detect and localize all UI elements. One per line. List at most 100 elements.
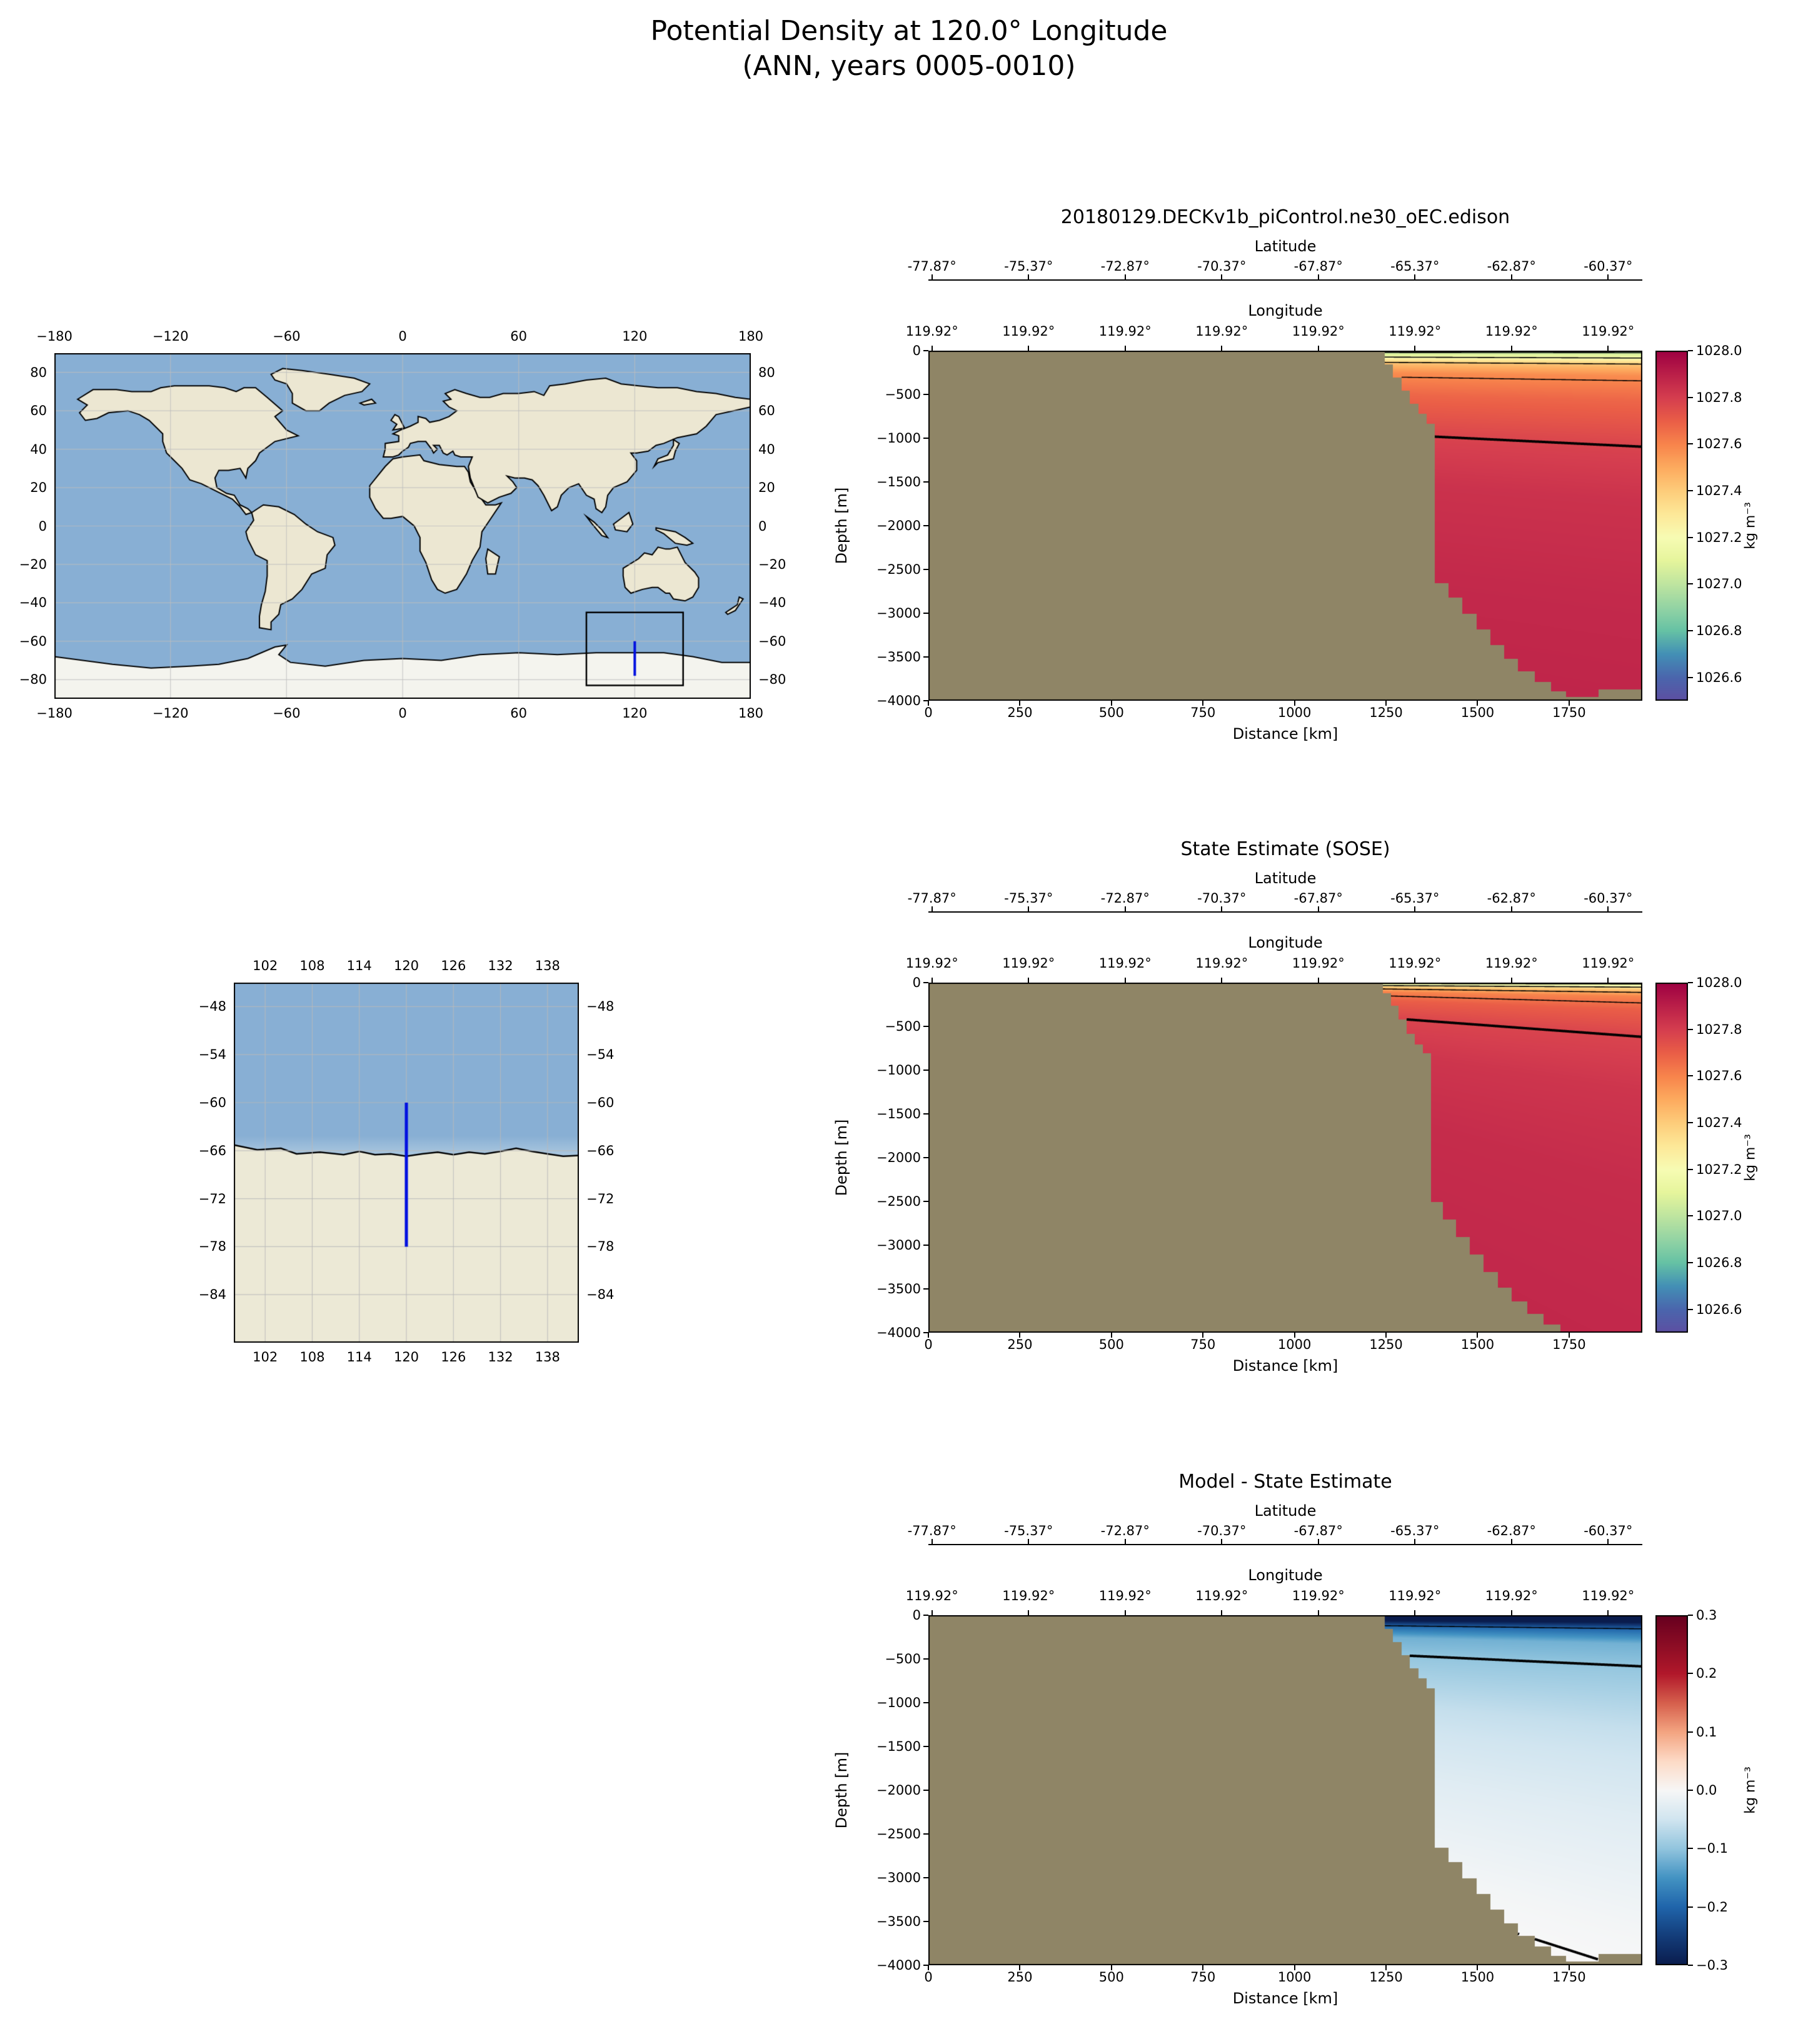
tick-mark bbox=[923, 1921, 928, 1922]
distance-axis-label: Distance [km] bbox=[1232, 1990, 1338, 2007]
tick-mark bbox=[1688, 1168, 1693, 1170]
tick-mark bbox=[1688, 443, 1693, 445]
tick-label: 60 bbox=[510, 706, 528, 721]
tick-mark bbox=[1293, 1333, 1295, 1338]
longitude-tick-marks bbox=[928, 346, 1642, 351]
tick-label: 1027.6 bbox=[1696, 436, 1742, 452]
tick-mark bbox=[1028, 906, 1030, 911]
tick-label: −48 bbox=[586, 999, 615, 1014]
tick-mark bbox=[1028, 1539, 1030, 1544]
latitude-axis-line bbox=[928, 1544, 1642, 1545]
tick-label: 132 bbox=[488, 1350, 513, 1365]
tick-label: 119.92° bbox=[1292, 1588, 1345, 1603]
tick-label: 1250 bbox=[1369, 1337, 1403, 1352]
tick-label: 119.92° bbox=[1002, 324, 1055, 339]
colorbar-ticks: 1028.0 1027.8 1027.6 1027.4 1027.2 1027.0 1026… bbox=[1696, 975, 1777, 1333]
tick-mark bbox=[923, 613, 928, 614]
tick-label: −1500 bbox=[876, 1106, 921, 1121]
tick-label: 1027.8 bbox=[1696, 389, 1742, 405]
tick-label: 120 bbox=[393, 958, 419, 973]
tick-label: 60 bbox=[30, 403, 47, 419]
tick-label: −66 bbox=[198, 1143, 226, 1158]
tick-mark bbox=[1688, 982, 1693, 983]
world-map-lon-ticks-top: −180 −120 −60 0 60 120 180 bbox=[36, 328, 763, 344]
tick-mark bbox=[1110, 1333, 1112, 1338]
tick-label: −72 bbox=[198, 1191, 226, 1206]
tick-label: 180 bbox=[738, 329, 764, 344]
figure-title: Potential Density at 120.0° Longitude (A… bbox=[0, 14, 1818, 84]
tick-label: -70.37° bbox=[1197, 259, 1247, 274]
tick-mark bbox=[1607, 1539, 1609, 1544]
tick-label: -62.87° bbox=[1487, 891, 1536, 906]
colorbar-ticks: 0.3 0.2 0.1 0.0 −0.1 −0.2 −0.3 bbox=[1696, 1608, 1777, 1973]
tick-label: -75.37° bbox=[1004, 1523, 1053, 1538]
tick-mark bbox=[1019, 1333, 1021, 1338]
tick-mark bbox=[1221, 1539, 1223, 1544]
tick-label: −500 bbox=[885, 387, 921, 402]
tick-mark bbox=[931, 906, 933, 911]
tick-mark bbox=[1688, 1848, 1693, 1850]
world-map-lat-ticks-left: 80 60 40 20 0 −20 −40 −60 −80 bbox=[0, 353, 47, 699]
tick-mark bbox=[1688, 1308, 1693, 1310]
tick-label: 1027.6 bbox=[1696, 1068, 1742, 1084]
tick-label: -77.87° bbox=[907, 1523, 957, 1538]
tick-mark bbox=[923, 569, 928, 570]
tick-label: -60.37° bbox=[1584, 259, 1633, 274]
tick-mark bbox=[931, 346, 933, 351]
tick-label: 1027.0 bbox=[1696, 1208, 1742, 1224]
tick-mark bbox=[1317, 274, 1319, 279]
longitude-axis-label: Longitude bbox=[1248, 1566, 1323, 1584]
tick-label: -75.37° bbox=[1004, 891, 1053, 906]
tick-label: 40 bbox=[758, 441, 775, 457]
tick-label: 120 bbox=[393, 1350, 419, 1365]
tick-label: -67.87° bbox=[1293, 891, 1343, 906]
tick-mark bbox=[923, 1245, 928, 1246]
tick-label: −72 bbox=[586, 1191, 615, 1206]
tick-label: -62.87° bbox=[1487, 259, 1536, 274]
tick-mark bbox=[1202, 1965, 1204, 1970]
tick-label: 132 bbox=[488, 958, 513, 973]
tick-label: 114 bbox=[346, 958, 372, 973]
tick-label: 80 bbox=[758, 364, 775, 380]
tick-label: 119.92° bbox=[1292, 956, 1345, 971]
tick-mark bbox=[1688, 1965, 1693, 1966]
tick-label: 114 bbox=[346, 1350, 372, 1365]
tick-label: 0.0 bbox=[1696, 1783, 1717, 1798]
tick-label: 0 bbox=[924, 1337, 933, 1352]
tick-mark bbox=[923, 700, 928, 701]
latitude-axis-label: Latitude bbox=[1254, 238, 1317, 255]
tick-label: 1000 bbox=[1277, 1337, 1312, 1352]
tick-label: 1026.8 bbox=[1696, 623, 1742, 638]
tick-mark bbox=[1385, 1333, 1387, 1338]
figure-title-line1: Potential Density at 120.0° Longitude bbox=[650, 15, 1168, 47]
tick-label: -60.37° bbox=[1584, 1523, 1633, 1538]
tick-label: 80 bbox=[30, 364, 47, 380]
tick-label: 119.92° bbox=[1485, 1588, 1538, 1603]
tick-label: 138 bbox=[535, 958, 560, 973]
tick-mark bbox=[928, 701, 929, 706]
tick-label: 180 bbox=[738, 706, 764, 721]
section-title: State Estimate (SOSE) bbox=[1180, 838, 1390, 860]
tick-mark bbox=[1688, 1731, 1693, 1733]
section-title: Model - State Estimate bbox=[1178, 1471, 1392, 1493]
tick-label: 119.92° bbox=[1582, 1588, 1635, 1603]
tick-label: 1750 bbox=[1552, 705, 1586, 720]
tick-label: 1027.4 bbox=[1696, 483, 1742, 498]
tick-label: 250 bbox=[1007, 705, 1033, 720]
tick-mark bbox=[1317, 1539, 1319, 1544]
distance-ticks: 0 250 500 750 1000 1250 1500 1750 bbox=[924, 1336, 1642, 1353]
tick-label: 119.92° bbox=[1389, 324, 1442, 339]
tick-label: 1027.4 bbox=[1696, 1115, 1742, 1130]
world-map-lat-ticks-right: 80 60 40 20 0 −20 −40 −60 −80 bbox=[758, 353, 815, 699]
tick-label: 0 bbox=[38, 518, 47, 534]
tick-label: −54 bbox=[198, 1047, 226, 1063]
tick-label: −3000 bbox=[876, 606, 921, 621]
tick-label: −48 bbox=[198, 999, 226, 1014]
tick-mark bbox=[1688, 396, 1693, 398]
tick-label: −0.2 bbox=[1696, 1899, 1728, 1915]
colorbar-label: kg m⁻³ bbox=[1742, 502, 1759, 549]
tick-label: 0.2 bbox=[1696, 1666, 1717, 1681]
tick-label: −120 bbox=[152, 706, 189, 721]
tick-label: -60.37° bbox=[1584, 891, 1633, 906]
tick-mark bbox=[1477, 701, 1479, 706]
